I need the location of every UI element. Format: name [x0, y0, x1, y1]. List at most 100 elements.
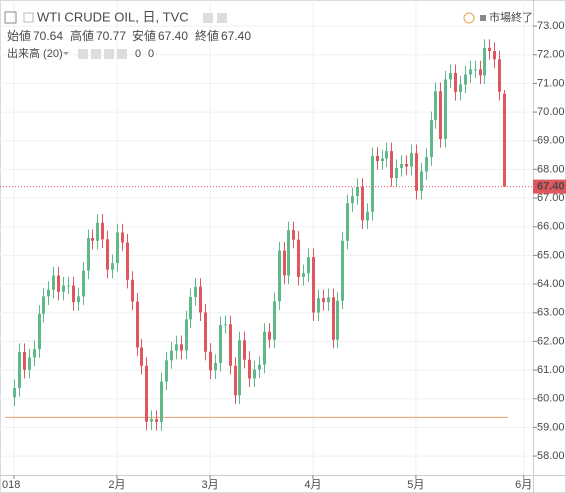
candle-body [483, 47, 486, 76]
candle-body [28, 357, 31, 370]
header-label: 終値 [195, 28, 219, 43]
candle-body [327, 297, 330, 303]
candle-body [263, 331, 266, 365]
candle-body [336, 300, 339, 340]
candle-body [469, 69, 472, 75]
candle-body [150, 419, 153, 422]
indicator-icon[interactable] [78, 49, 88, 59]
candle-body [180, 344, 183, 351]
status-square [480, 15, 486, 21]
candle-body [493, 51, 496, 60]
y-tick-label: 65.00 [537, 249, 565, 261]
y-tick-label: 67.00 [537, 192, 565, 204]
candle-body [42, 296, 45, 314]
candle-body [283, 250, 286, 276]
dropdown-icon[interactable] [63, 52, 69, 55]
candle-body [82, 270, 85, 297]
candle-body [503, 93, 506, 187]
candle-body [67, 285, 70, 287]
candle-body [33, 349, 36, 358]
candle-body [356, 186, 359, 197]
y-tick-label: 58.00 [537, 450, 565, 462]
y-tick-label: 66.00 [537, 221, 565, 233]
header-value: 70.64 [33, 29, 63, 43]
chart-title: WTI CRUDE OIL, 日, TVC [37, 9, 189, 24]
candle-body [214, 362, 217, 371]
candle-body [341, 240, 344, 301]
indicator-value: 0 [135, 48, 141, 60]
candle-body [47, 289, 50, 297]
y-tick-label: 61.00 [537, 364, 565, 376]
candle-body [415, 153, 418, 191]
collapse-icon[interactable] [23, 12, 34, 23]
candle-body [101, 222, 104, 240]
candle-body [479, 69, 482, 76]
candle-body [488, 47, 491, 52]
candle-body [410, 153, 413, 167]
candle-body [381, 158, 384, 162]
y-tick-label: 59.00 [537, 421, 565, 433]
y-tick-label: 60.00 [537, 393, 565, 405]
candle-body [234, 365, 237, 396]
candle-body [361, 186, 364, 221]
status-icon [463, 12, 475, 24]
candle-body [170, 350, 173, 361]
candle-body [238, 340, 241, 396]
candle-body [405, 163, 408, 167]
settings-icon[interactable] [203, 13, 213, 23]
candle-body [13, 388, 16, 398]
candle-body [87, 237, 90, 271]
candle-body [229, 324, 232, 366]
candle-body [258, 364, 261, 370]
candle-body [366, 211, 369, 221]
indicator-icon[interactable] [117, 49, 127, 59]
candle-body [292, 230, 295, 240]
candle-body [116, 232, 119, 264]
plot-area [0, 0, 533, 475]
menu-icon[interactable] [4, 11, 17, 24]
candle-body [395, 167, 398, 179]
candle-body [38, 313, 41, 350]
candle-body [224, 324, 227, 326]
candle-body [400, 163, 403, 168]
indicator-icon[interactable] [104, 49, 114, 59]
x-tick-label: 018 [2, 479, 20, 491]
header-label: 始値 [7, 28, 31, 43]
candle-body [420, 171, 423, 191]
candle-body [189, 296, 192, 320]
x-tick-label: 2月 [108, 479, 125, 491]
candle-body [439, 91, 442, 140]
candle-body [376, 155, 379, 162]
candle-body [253, 369, 256, 379]
y-tick-label: 72.00 [537, 49, 565, 61]
candle-body [57, 275, 60, 292]
candle-body [317, 298, 320, 313]
candle-body [430, 120, 433, 158]
candle-body [136, 301, 139, 348]
candle-body [77, 296, 80, 303]
candle-body [278, 250, 281, 302]
candle-body [498, 59, 501, 92]
settings-icon[interactable] [217, 13, 227, 23]
y-tick-label: 62.00 [537, 335, 565, 347]
candle-body [72, 285, 75, 303]
y-tick-label: 71.00 [537, 77, 565, 89]
candle-body [96, 222, 99, 241]
candle-body [219, 325, 222, 363]
y-tick-label: 69.00 [537, 135, 565, 147]
candle-body [346, 203, 349, 241]
candle-body [243, 340, 246, 360]
candle-body [62, 285, 65, 292]
candle-body [385, 151, 388, 159]
y-tick-label: 64.00 [537, 278, 565, 290]
candle-body [165, 360, 168, 382]
y-tick-label: 63.00 [537, 307, 565, 319]
candle-body [464, 74, 467, 85]
candle-body [273, 301, 276, 340]
indicator-icon[interactable] [91, 49, 101, 59]
candle-body [302, 273, 305, 277]
candle-body [248, 359, 251, 379]
